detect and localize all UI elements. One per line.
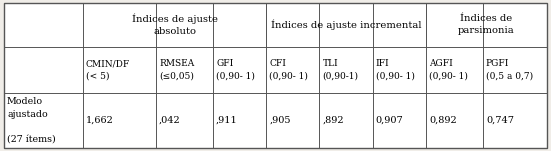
Text: ,905: ,905: [269, 116, 291, 125]
Text: 1,662: 1,662: [86, 116, 114, 125]
Text: PGFI
(0,5 a 0,7): PGFI (0,5 a 0,7): [486, 59, 533, 80]
Text: Índices de ajuste incremental: Índices de ajuste incremental: [271, 19, 422, 30]
Text: Modelo
ajustado

(27 ítems): Modelo ajustado (27 ítems): [7, 97, 56, 144]
Text: ,892: ,892: [322, 116, 344, 125]
Text: RMSEA
(≤0,05): RMSEA (≤0,05): [159, 59, 195, 80]
Text: AGFI
(0,90- 1): AGFI (0,90- 1): [429, 59, 468, 80]
Text: CFI
(0,90- 1): CFI (0,90- 1): [269, 59, 308, 80]
Text: ,042: ,042: [159, 116, 181, 125]
Text: TLI
(0,90-1): TLI (0,90-1): [322, 59, 359, 80]
Text: IFI
(0,90- 1): IFI (0,90- 1): [376, 59, 414, 80]
Text: Índices de
parsimonia: Índices de parsimonia: [458, 14, 515, 35]
Text: 0,892: 0,892: [429, 116, 457, 125]
Text: 0,907: 0,907: [376, 116, 403, 125]
Text: 0,747: 0,747: [486, 116, 514, 125]
Text: CMIN/DF
(< 5): CMIN/DF (< 5): [86, 59, 130, 80]
Text: GFI
(0,90- 1): GFI (0,90- 1): [216, 59, 255, 80]
Text: Índices de ajuste
absoluto: Índices de ajuste absoluto: [132, 14, 218, 36]
Text: ,911: ,911: [216, 116, 238, 125]
